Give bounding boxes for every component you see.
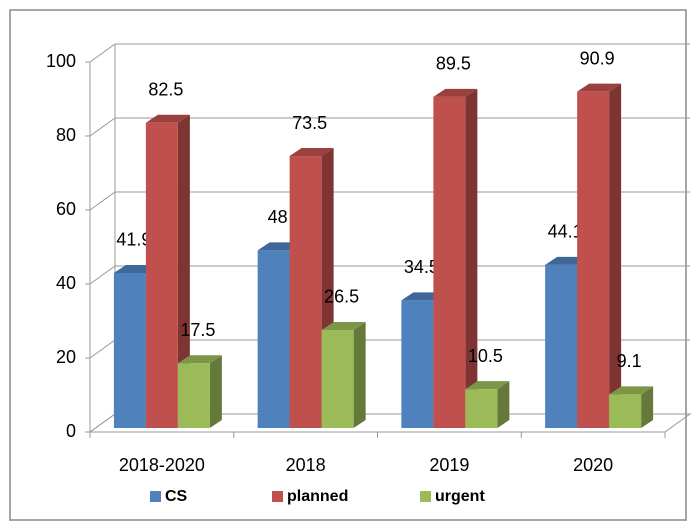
- bar-side: [641, 386, 654, 428]
- bar-front: [433, 96, 466, 428]
- bar: [609, 386, 654, 428]
- bar: [577, 83, 622, 429]
- grid-line: [89, 191, 690, 211]
- bar-front: [465, 389, 498, 428]
- bar-side: [609, 83, 622, 429]
- y-tick-label: 40: [56, 273, 76, 293]
- x-tick-label: 2019: [429, 455, 469, 475]
- data-label: 34.5: [404, 257, 439, 277]
- legend-label: CS: [165, 488, 188, 505]
- bar: [177, 355, 222, 428]
- data-label: 26.5: [324, 287, 359, 307]
- data-label: 41.9: [116, 230, 151, 250]
- bar-side: [353, 321, 366, 428]
- bar: [145, 114, 190, 428]
- bar-side: [177, 114, 190, 428]
- bar-front: [257, 250, 290, 428]
- y-tick-label: 100: [46, 51, 76, 71]
- bar-side: [209, 355, 222, 428]
- bar-front: [145, 122, 178, 428]
- grid-line: [89, 265, 690, 285]
- data-label: 44.1: [548, 222, 583, 242]
- data-label: 73.5: [292, 113, 327, 133]
- bar-side: [465, 88, 478, 428]
- bar-front: [289, 156, 322, 429]
- bar-top: [177, 355, 222, 364]
- x-tick-label: 2018-2020: [119, 455, 205, 475]
- bar-front: [401, 300, 434, 428]
- legend-swatch: [420, 491, 431, 502]
- data-label: 17.5: [180, 320, 215, 340]
- legend-swatch: [150, 491, 161, 502]
- bar: [465, 381, 510, 428]
- y-tick-label: 0: [66, 421, 76, 441]
- bar-top: [465, 381, 510, 390]
- bar-front: [609, 394, 642, 428]
- data-label: 82.5: [148, 80, 183, 100]
- data-label: 89.5: [436, 54, 471, 74]
- bar-top: [289, 148, 334, 157]
- legend-swatch: [272, 491, 283, 502]
- grid-line: [89, 43, 690, 63]
- bar-front: [321, 329, 354, 428]
- y-tick-label: 80: [56, 125, 76, 145]
- data-label: 48: [268, 207, 288, 227]
- grid-line: [89, 117, 690, 137]
- bar-front: [545, 264, 578, 428]
- bar-top: [321, 321, 366, 330]
- bar-front: [577, 91, 610, 429]
- data-label: 10.5: [468, 346, 503, 366]
- bar-top: [145, 114, 190, 123]
- bar: [433, 88, 478, 428]
- x-tick-label: 2018: [286, 455, 326, 475]
- bar-front: [177, 363, 210, 428]
- bar-top: [609, 386, 654, 395]
- bar: [321, 321, 366, 428]
- bar-top: [433, 88, 478, 97]
- bar-front: [113, 272, 146, 428]
- data-label: 9.1: [617, 351, 642, 371]
- legend-label: planned: [287, 488, 348, 505]
- data-label: 90.9: [580, 48, 615, 68]
- y-tick-label: 20: [56, 347, 76, 367]
- y-tick-label: 60: [56, 199, 76, 219]
- legend-label: urgent: [435, 488, 485, 505]
- bar-top: [577, 83, 622, 92]
- bar-side: [497, 381, 510, 428]
- x-tick-label: 2020: [573, 455, 613, 475]
